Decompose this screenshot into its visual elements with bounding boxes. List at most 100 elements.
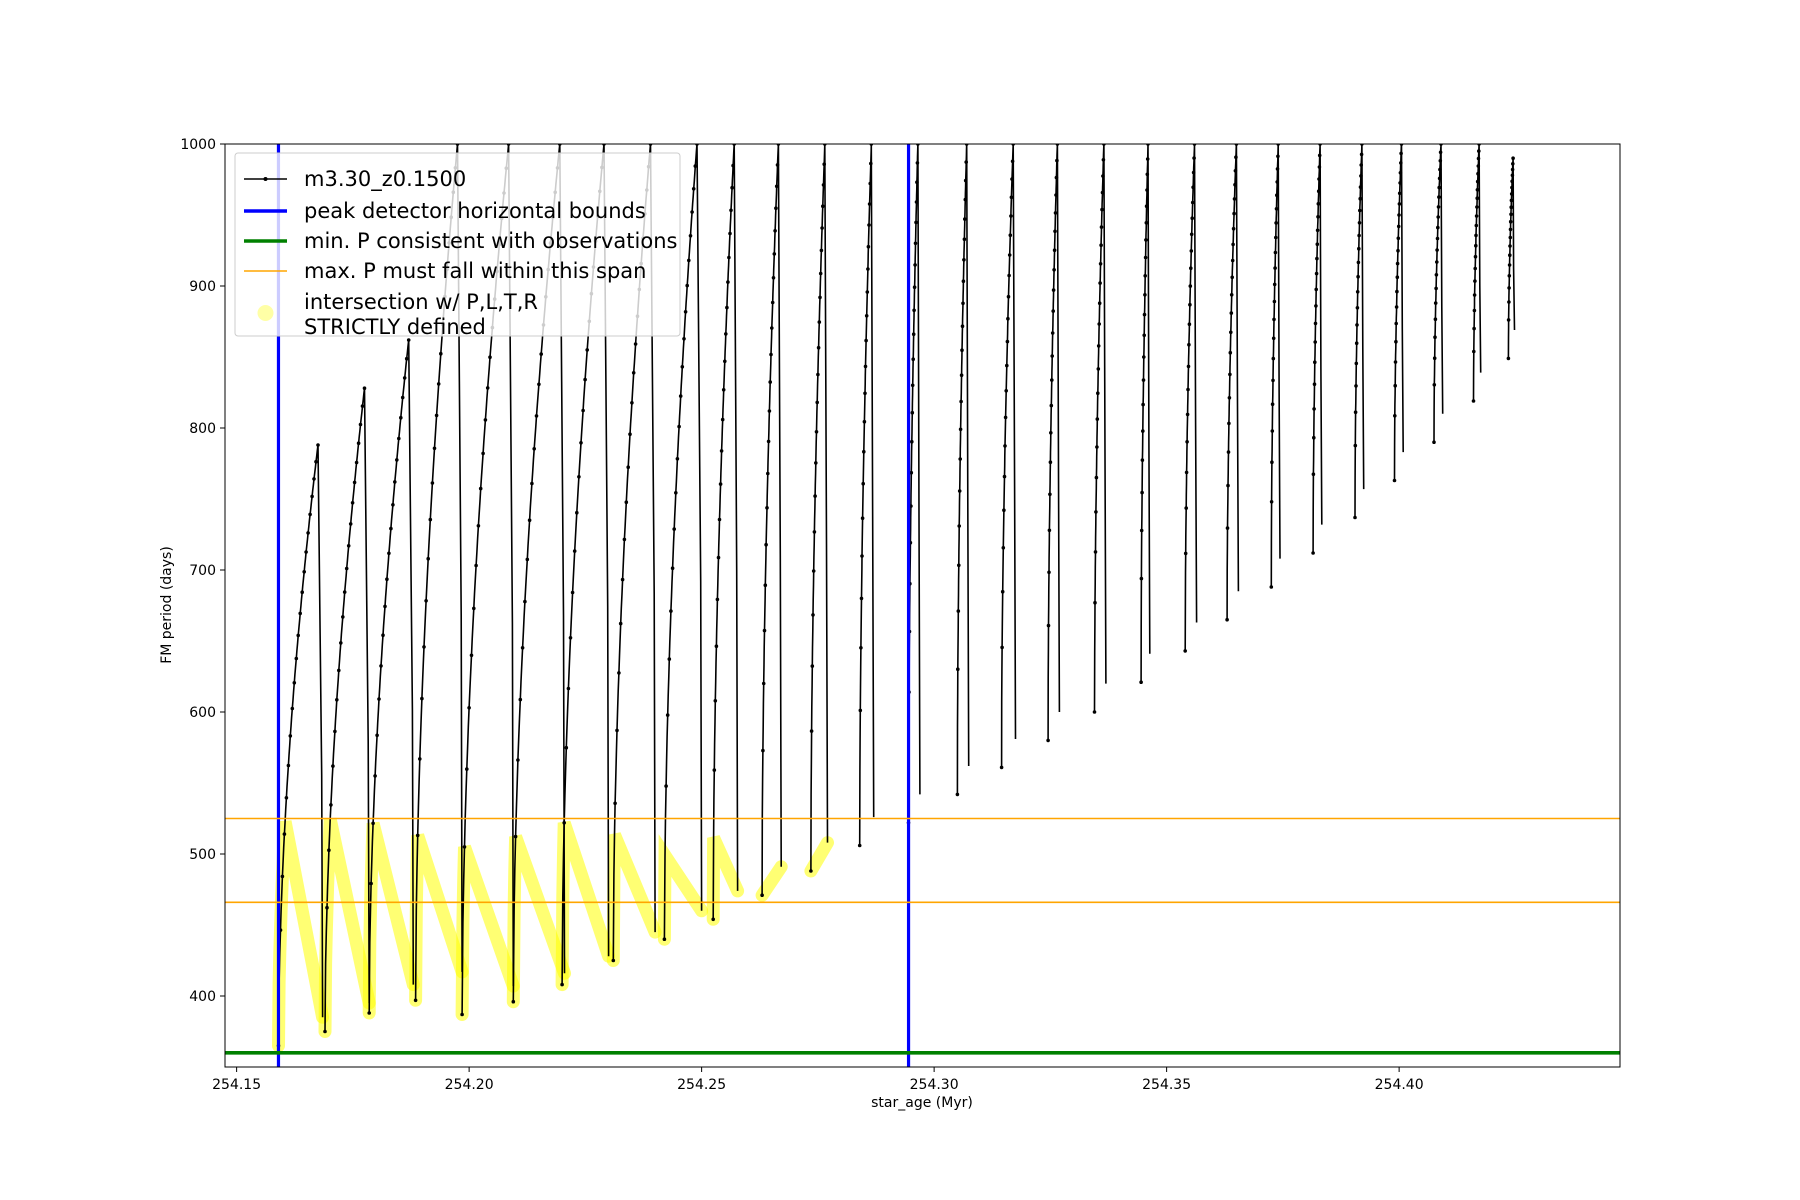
data-point — [866, 267, 870, 271]
data-point — [1140, 458, 1145, 462]
data-point — [1227, 396, 1232, 400]
y-tick-label: 700 — [189, 563, 216, 579]
data-point — [1225, 526, 1230, 530]
data-point — [1510, 179, 1514, 184]
data-point — [1506, 356, 1511, 361]
data-point — [356, 441, 361, 446]
data-point — [342, 590, 347, 594]
data-point — [1230, 258, 1235, 263]
data-point — [718, 482, 723, 486]
data-point — [1508, 235, 1513, 240]
data-point — [1271, 378, 1275, 383]
data-point — [1008, 233, 1013, 237]
data-point — [511, 999, 516, 1004]
pulse-curve-9 — [663, 144, 703, 940]
data-point — [424, 599, 428, 603]
data-point — [819, 248, 824, 253]
data-point — [581, 408, 585, 413]
data-point — [1010, 159, 1015, 164]
data-point — [711, 917, 715, 922]
data-point — [715, 597, 720, 602]
data-point — [774, 184, 779, 189]
data-point — [1315, 242, 1320, 246]
data-point — [406, 338, 411, 342]
data-point — [1274, 207, 1279, 211]
data-point — [1396, 224, 1401, 229]
data-point — [914, 200, 919, 204]
data-point — [1234, 155, 1238, 159]
y-axis-ticks: 400 500 600 700 800 900 1000 — [180, 137, 225, 1005]
data-point — [1049, 431, 1053, 435]
data-point — [1185, 412, 1190, 417]
data-point — [585, 348, 589, 352]
data-point — [1436, 225, 1440, 230]
legend-frame — [234, 152, 681, 337]
data-point — [1139, 680, 1143, 684]
data-point — [712, 768, 717, 772]
data-point — [1359, 152, 1364, 157]
legend-swatch-5 — [257, 305, 274, 321]
data-point — [1507, 286, 1511, 290]
pulse-curve-19 — [1140, 144, 1151, 683]
data-point — [1437, 185, 1441, 190]
data-point — [288, 734, 293, 738]
data-point — [775, 163, 780, 167]
data-point — [1270, 460, 1274, 465]
data-point — [1010, 177, 1014, 181]
data-point — [1003, 415, 1008, 420]
data-point — [1358, 196, 1362, 201]
data-point — [1098, 262, 1103, 266]
data-point — [1393, 414, 1397, 418]
data-point — [1096, 367, 1101, 371]
data-point — [765, 506, 769, 510]
data-point — [727, 255, 731, 260]
data-point — [314, 459, 318, 464]
data-point — [1093, 550, 1098, 554]
data-point — [1472, 293, 1477, 297]
data-point — [1473, 279, 1477, 283]
data-point — [1475, 188, 1480, 192]
data-point — [1356, 260, 1361, 265]
legend-label-5-line-2: STRICTLY defined — [304, 315, 486, 339]
data-point — [1093, 600, 1097, 605]
data-point — [857, 843, 862, 848]
data-point — [914, 220, 918, 225]
data-point — [1354, 384, 1358, 388]
data-point — [767, 409, 772, 413]
data-point — [1398, 171, 1403, 175]
data-point — [959, 373, 964, 378]
data-point — [716, 555, 721, 560]
data-point — [1046, 738, 1050, 743]
data-point — [1092, 710, 1097, 714]
data-point — [1007, 273, 1011, 278]
data-point — [465, 767, 469, 771]
data-point — [622, 537, 627, 542]
data-point — [1509, 192, 1514, 196]
data-point — [1094, 475, 1099, 480]
data-point — [1096, 344, 1101, 348]
data-point — [860, 554, 864, 558]
data-point — [1225, 617, 1229, 622]
data-point — [1100, 207, 1104, 212]
data-point — [302, 570, 307, 574]
data-point — [469, 653, 474, 658]
data-point — [566, 686, 571, 691]
data-point — [769, 352, 773, 357]
data-point — [1272, 317, 1276, 322]
data-point — [1230, 275, 1234, 280]
data-point — [862, 449, 866, 454]
data-point — [418, 757, 422, 761]
data-point — [620, 577, 625, 582]
data-point — [761, 748, 765, 753]
data-point — [400, 395, 405, 400]
data-point — [389, 526, 393, 531]
data-point — [298, 611, 303, 616]
data-point — [1187, 342, 1191, 347]
data-point — [1472, 308, 1477, 313]
data-point — [1273, 250, 1278, 255]
data-point — [395, 458, 399, 462]
data-point — [1472, 349, 1476, 354]
data-point — [762, 628, 767, 633]
data-point — [814, 461, 818, 465]
data-point — [341, 615, 345, 619]
